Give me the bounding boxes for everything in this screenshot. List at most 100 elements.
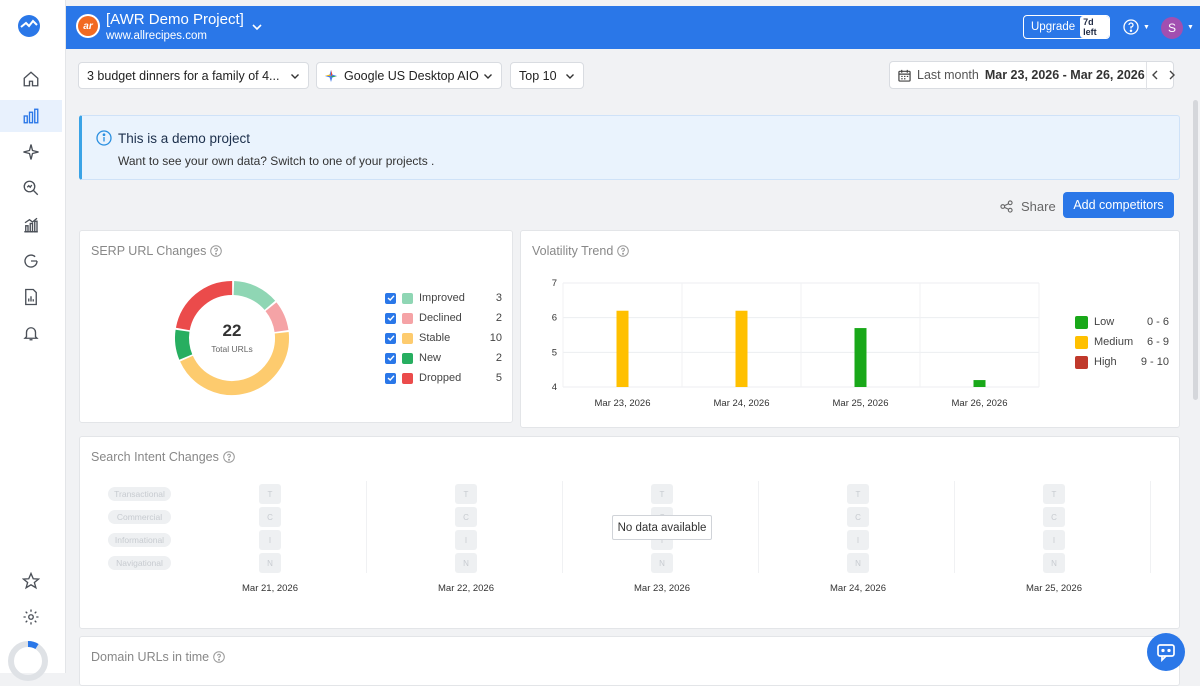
page-scrollbar[interactable]	[1193, 100, 1198, 400]
legend-item-stable[interactable]: Stable 10	[385, 331, 502, 345]
total-urls-label: Total URLs	[211, 344, 253, 354]
legend-swatch	[1075, 355, 1088, 369]
donut-slice-dropped[interactable]	[175, 281, 233, 331]
legend-item-new[interactable]: New 2	[385, 351, 502, 365]
check-icon	[387, 335, 395, 341]
nav-home[interactable]	[0, 63, 62, 95]
donut-slice-stable[interactable]	[180, 332, 289, 395]
intent-cell: N	[1043, 553, 1065, 573]
nav-settings[interactable]	[0, 601, 62, 633]
help-caret-icon[interactable]: ▼	[1143, 24, 1150, 31]
volatility-bar[interactable]	[973, 380, 986, 387]
check-icon	[387, 375, 395, 381]
intent-cell: T	[455, 484, 477, 504]
calendar-icon	[898, 69, 911, 82]
volatility-card-title: Volatility Trend	[532, 244, 630, 258]
x-tick-label: Mar 26, 2026	[952, 398, 1008, 409]
share-button[interactable]: Share	[1000, 197, 1056, 215]
legend-label: Dropped	[419, 372, 462, 384]
nav-reports[interactable]	[0, 281, 62, 313]
intent-date-label: Mar 25, 2026	[1026, 583, 1082, 594]
top-dropdown[interactable]: Top 10	[510, 62, 584, 89]
date-range-picker[interactable]: Last month Mar 23, 2026 - Mar 26, 2026	[889, 61, 1175, 90]
intent-cell: I	[455, 530, 477, 550]
intent-cell: T	[651, 484, 673, 504]
checkbox[interactable]	[385, 332, 396, 344]
volatility-bar[interactable]	[854, 328, 867, 387]
checkbox[interactable]	[385, 352, 396, 364]
app-logo-icon[interactable]	[17, 14, 41, 38]
legend-swatch	[1075, 335, 1088, 349]
info-icon	[96, 130, 112, 146]
legend-range: 6 - 9	[1146, 336, 1169, 348]
project-name[interactable]: [AWR Demo Project]	[106, 11, 244, 28]
notice-text: Want to see your own data? Switch to one…	[118, 154, 435, 168]
volatility-legend-medium: Medium 6 - 9	[1075, 335, 1169, 349]
google-sparkle-icon	[325, 69, 337, 82]
intent-date-label: Mar 22, 2026	[438, 583, 494, 594]
legend-swatch	[402, 352, 413, 364]
total-urls-value: 22	[222, 321, 242, 340]
legend-swatch	[402, 372, 413, 384]
usage-ring-icon	[8, 641, 48, 681]
legend-item-dropped[interactable]: Dropped 5	[385, 371, 502, 385]
donut-slice-new[interactable]	[175, 329, 193, 360]
sidebar	[0, 0, 66, 681]
chat-button[interactable]	[1147, 633, 1185, 671]
volatility-bar[interactable]	[616, 310, 629, 387]
intent-row-label: Informational	[108, 533, 171, 547]
help-icon[interactable]	[223, 451, 235, 463]
date-preset: Last month	[917, 68, 979, 82]
intent-cell: I	[847, 530, 869, 550]
intent-col-divider	[366, 481, 367, 573]
intent-col-divider	[1150, 481, 1151, 573]
chevron-left-icon[interactable]	[1149, 69, 1161, 81]
help-icon[interactable]	[1123, 19, 1139, 35]
nav-favorites[interactable]	[0, 565, 62, 597]
help-icon[interactable]	[210, 245, 223, 257]
intent-cell: N	[651, 553, 673, 573]
donut-slice-improved[interactable]	[233, 281, 276, 311]
keyword-dropdown[interactable]: 3 budget dinners for a family of 4...	[78, 62, 309, 89]
volatility-legend-low: Low 0 - 6	[1075, 315, 1169, 329]
legend-item-declined[interactable]: Declined 2	[385, 311, 502, 325]
chevron-right-icon[interactable]	[1166, 69, 1178, 81]
intent-card-title-text: Search Intent Changes	[91, 450, 219, 464]
chevron-down-icon[interactable]	[250, 20, 264, 34]
chevron-down-icon	[484, 73, 492, 79]
legend-swatch	[402, 292, 413, 304]
intent-grid: Transactional Commercial Informational Navi…	[80, 437, 1181, 630]
upgrade-button[interactable]: Upgrade 7d left	[1023, 15, 1110, 39]
avatar[interactable]: S	[1161, 17, 1183, 39]
sparkle-icon	[23, 144, 39, 160]
filter-bar: 3 budget dinners for a family of 4... Go…	[66, 49, 1200, 100]
checkbox[interactable]	[385, 372, 396, 384]
help-icon[interactable]	[617, 245, 630, 257]
search-engine-dropdown[interactable]: Google US Desktop AIO	[316, 62, 502, 89]
donut-slice-declined[interactable]	[265, 302, 289, 333]
chevron-down-icon	[566, 73, 574, 79]
nav-keyword-research[interactable]	[0, 172, 62, 204]
nav-visibility[interactable]	[0, 209, 62, 241]
nav-google[interactable]	[0, 245, 62, 277]
divider	[1146, 62, 1147, 90]
nav-ai[interactable]	[0, 136, 62, 168]
volatility-bar[interactable]	[735, 310, 748, 387]
y-tick-label: 7	[552, 278, 557, 289]
intent-date-label: Mar 21, 2026	[242, 583, 298, 594]
legend-item-improved[interactable]: Improved 3	[385, 291, 502, 305]
gear-icon	[23, 609, 39, 625]
nav-alerts[interactable]	[0, 317, 62, 349]
date-range-value: Mar 23, 2026 - Mar 26, 2026	[984, 68, 1145, 82]
checkbox[interactable]	[385, 292, 396, 304]
avatar-caret-icon[interactable]: ▼	[1187, 24, 1194, 31]
intent-cell: C	[455, 507, 477, 527]
help-icon[interactable]	[213, 651, 225, 663]
intent-cell: C	[1043, 507, 1065, 527]
checkbox[interactable]	[385, 312, 396, 324]
nav-rankings[interactable]	[0, 100, 62, 132]
y-tick-label: 5	[552, 347, 557, 358]
intent-cell: N	[847, 553, 869, 573]
add-competitors-button[interactable]: Add competitors	[1063, 192, 1174, 218]
serp-url-changes-card: SERP URL Changes 22 Total URLs Improved 3…	[79, 230, 513, 423]
